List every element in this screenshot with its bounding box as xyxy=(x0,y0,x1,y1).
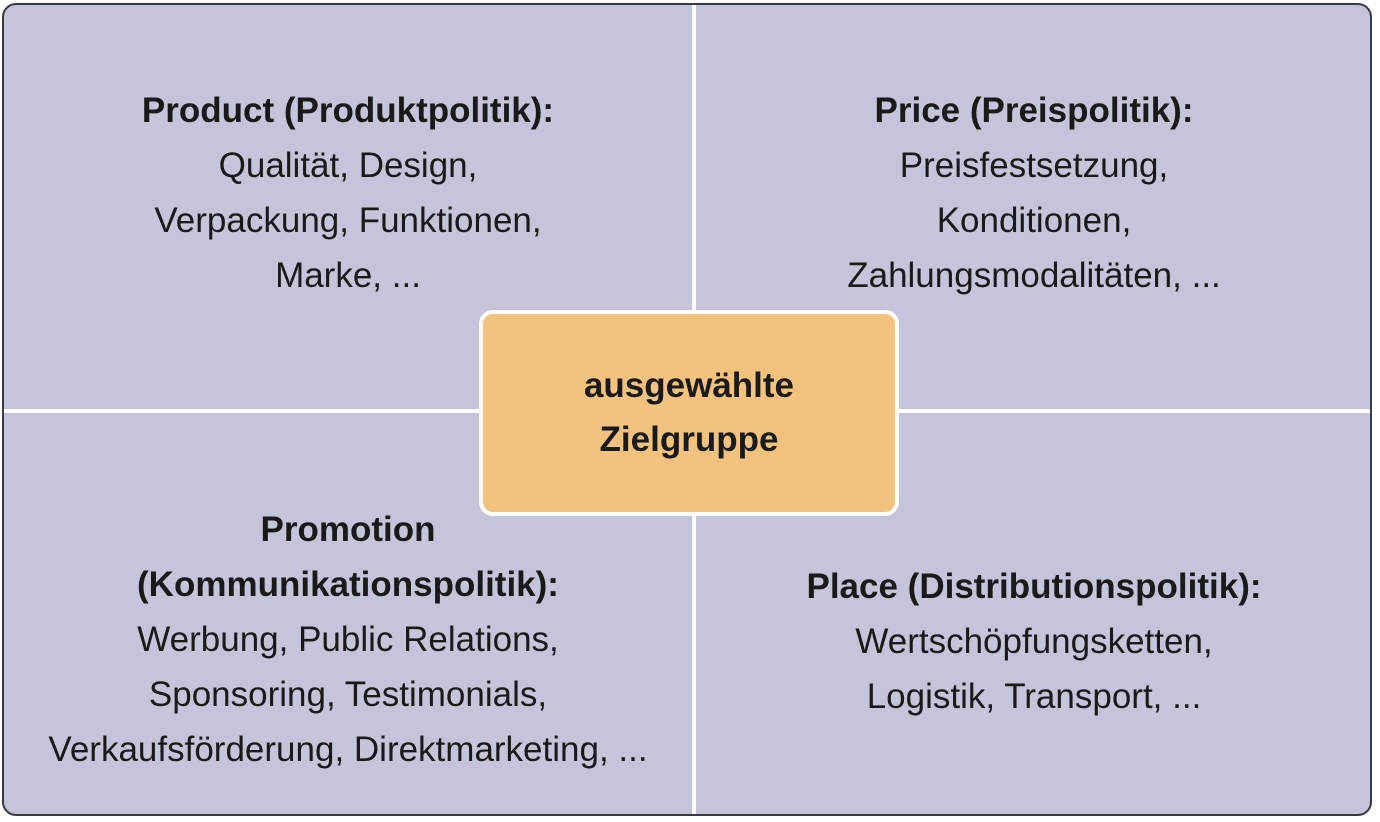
promotion-heading: Promotion xyxy=(260,510,436,549)
quadrant-promotion: Promotion (Kommunikationspolitik): Werbu… xyxy=(4,502,692,777)
price-line: Zahlungsmodalitäten, ... xyxy=(847,256,1221,295)
price-line: Konditionen, xyxy=(936,201,1132,240)
product-heading: Product (Produktpolitik): xyxy=(141,91,555,130)
price-heading: Price (Preispolitik): xyxy=(874,91,1194,130)
promotion-line: Verkaufsförderung, Direktmarketing, ... xyxy=(48,730,648,769)
product-line: Verpackung, Funktionen, xyxy=(154,201,542,240)
quadrant-product: Product (Produktpolitik): Qualität, Desi… xyxy=(4,83,692,303)
promotion-line: Werbung, Public Relations, xyxy=(137,620,559,659)
target-group-box: ausgewählte Zielgruppe xyxy=(479,310,899,516)
target-group-label: Zielgruppe xyxy=(599,420,779,459)
marketing-mix-diagram: Product (Produktpolitik): Qualität, Desi… xyxy=(2,3,1372,816)
place-line: Logistik, Transport, ... xyxy=(866,677,1202,716)
target-group-label: ausgewählte xyxy=(583,366,795,405)
promotion-line: Sponsoring, Testimonials, xyxy=(148,675,548,714)
place-heading: Place (Distributionspolitik): xyxy=(806,567,1262,606)
quadrant-price: Price (Preispolitik): Preisfestsetzung, … xyxy=(696,83,1370,303)
quadrant-place: Place (Distributionspolitik): Wertschöpf… xyxy=(696,559,1370,724)
price-line: Preisfestsetzung, xyxy=(899,146,1169,185)
place-line: Wertschöpfungsketten, xyxy=(855,622,1213,661)
product-line: Marke, ... xyxy=(275,256,421,295)
promotion-heading: (Kommunikationspolitik): xyxy=(137,565,559,604)
product-line: Qualität, Design, xyxy=(218,146,478,185)
